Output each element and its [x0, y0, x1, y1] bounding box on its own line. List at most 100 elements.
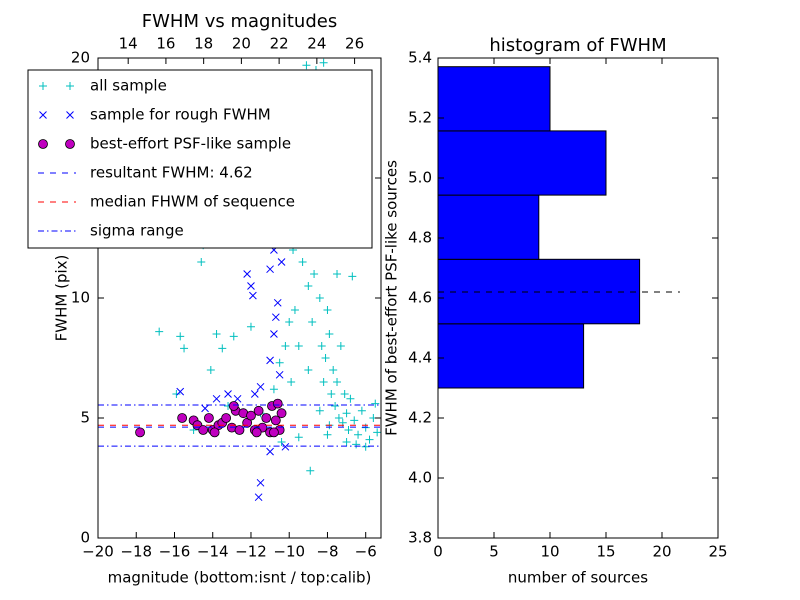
y-tick-label: 5.0 — [408, 169, 432, 187]
marker-shape — [294, 342, 303, 350]
data-point — [251, 427, 262, 438]
legend-marker — [66, 82, 74, 90]
legend-label: resultant FWHM: 4.62 — [90, 164, 253, 182]
data-point — [253, 405, 264, 416]
marker-shape — [290, 306, 299, 314]
data-point — [298, 258, 307, 266]
x-tick-label: 15 — [596, 543, 615, 561]
marker-shape — [176, 332, 185, 341]
marker-shape — [228, 401, 239, 411]
data-point — [273, 298, 282, 307]
marker-shape — [315, 406, 324, 415]
x-tick-label: −12 — [235, 543, 267, 561]
data-point — [315, 294, 324, 302]
data-point — [209, 427, 220, 438]
x-tick-label: 25 — [708, 543, 727, 561]
x2-tick-label: 18 — [194, 35, 213, 53]
marker-shape — [319, 378, 328, 386]
marker-shape — [333, 378, 342, 386]
bar — [437, 194, 540, 260]
data-point — [333, 270, 342, 278]
data-point — [271, 313, 280, 322]
marker-shape — [365, 435, 374, 444]
marker-shape — [177, 413, 188, 423]
data-point — [354, 430, 363, 439]
marker-shape — [304, 366, 313, 374]
marker-shape — [209, 427, 220, 438]
data-point — [135, 427, 145, 438]
data-point — [327, 390, 336, 398]
x-tick-label: −8 — [316, 543, 338, 561]
marker-shape — [253, 405, 264, 416]
marker-shape — [212, 394, 221, 403]
marker-shape — [350, 416, 359, 425]
marker-shape — [342, 438, 351, 446]
data-point — [308, 318, 317, 326]
data-point — [371, 399, 380, 408]
marker-shape — [361, 442, 370, 451]
y-tick-label: 5.2 — [408, 109, 432, 127]
data-point — [323, 430, 332, 439]
y-tick-label: 10 — [71, 289, 90, 307]
data-point — [306, 466, 315, 475]
data-point — [247, 282, 255, 290]
data-point — [331, 402, 340, 410]
data-point — [176, 387, 185, 396]
plot-area — [98, 58, 381, 502]
data-point — [233, 394, 242, 403]
y-tick-label: 4.6 — [408, 289, 432, 307]
x2-tick-label: 16 — [156, 35, 175, 53]
data-point — [352, 440, 361, 449]
marker-shape — [342, 409, 351, 418]
marker-shape — [346, 394, 355, 403]
data-point — [256, 478, 265, 487]
data-point — [342, 438, 351, 446]
data-point — [254, 493, 263, 502]
marker-shape — [246, 410, 256, 421]
data-point — [344, 426, 353, 434]
data-point — [269, 427, 279, 438]
marker-shape — [66, 111, 74, 119]
bar — [437, 130, 607, 196]
marker-shape — [256, 478, 265, 487]
marker-shape — [275, 370, 284, 379]
data-point — [155, 327, 164, 336]
legend-label: sample for rough FWHM — [90, 106, 271, 124]
data-point — [325, 330, 334, 338]
marker-shape — [336, 342, 345, 350]
data-point — [172, 390, 181, 398]
marker-shape — [172, 390, 181, 398]
y-tick-label: 5.4 — [408, 49, 432, 67]
data-point — [198, 425, 209, 435]
data-point — [373, 428, 381, 437]
marker-shape — [246, 322, 255, 331]
marker-shape — [198, 425, 209, 435]
marker-shape — [340, 390, 349, 398]
marker-shape — [234, 425, 245, 435]
data-point — [218, 344, 227, 353]
data-point — [287, 378, 296, 386]
data-point — [310, 270, 319, 278]
data-point — [281, 442, 290, 451]
data-point — [342, 409, 351, 418]
marker-shape — [39, 111, 47, 119]
data-point — [294, 433, 303, 442]
data-point — [221, 413, 232, 423]
marker-shape — [294, 433, 303, 442]
data-point — [304, 282, 313, 290]
legend-label: median FHWM of sequence — [90, 193, 295, 211]
x-tick-label: −14 — [197, 543, 229, 561]
legend-box — [27, 69, 373, 249]
marker-shape — [247, 282, 255, 290]
y-tick-label: 4.0 — [408, 469, 432, 487]
data-point — [224, 390, 232, 398]
x-tick-label: 20 — [652, 543, 671, 561]
legend-marker — [66, 111, 74, 119]
marker-shape — [221, 413, 232, 423]
marker-shape — [229, 332, 238, 341]
marker-shape — [315, 294, 324, 302]
marker-shape — [180, 344, 189, 353]
marker-shape — [329, 366, 338, 374]
data-point — [323, 306, 332, 314]
